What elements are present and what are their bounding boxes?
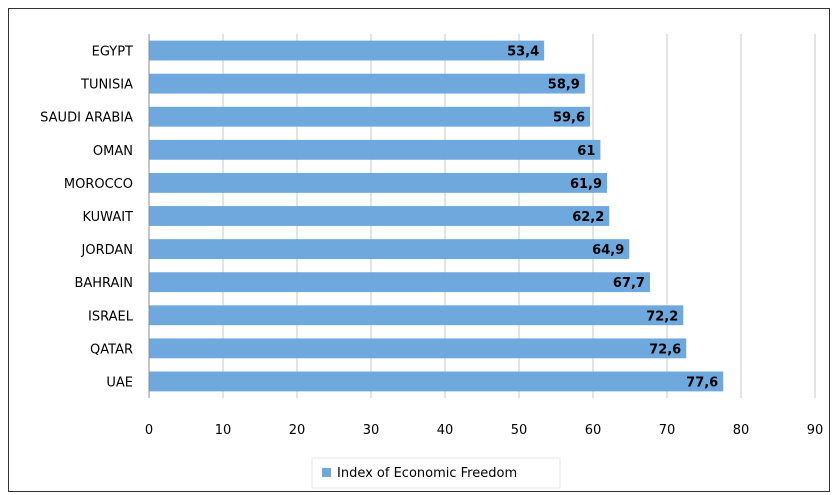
data-label: 67,7 [613, 276, 645, 291]
legend: Index of Economic Freedom [311, 457, 561, 489]
x-tick-label: 80 [733, 423, 750, 438]
data-label: 59,6 [553, 111, 585, 126]
data-label: 72,2 [646, 309, 678, 324]
data-label: 53,4 [507, 45, 539, 60]
data-label: 64,9 [592, 243, 624, 258]
data-label: 61,9 [570, 177, 602, 192]
category-label: JORDAN [81, 243, 134, 258]
bar-qatar [149, 338, 687, 359]
category-label: UAE [106, 375, 133, 390]
bar-kuwait [149, 206, 610, 226]
legend-swatch [322, 468, 331, 477]
legend-label: Index of Economic Freedom [337, 466, 517, 481]
x-tick-label: 10 [215, 423, 232, 438]
category-label: SAUDI ARABIA [40, 111, 133, 126]
data-label: 62,2 [572, 210, 604, 225]
x-tick-label: 70 [659, 423, 676, 438]
data-labels: 53,4 58,9 59,6 61 61,9 62,2 64,9 67,7 72,2 72,6 77… [507, 45, 718, 391]
data-label: 58,9 [548, 78, 580, 93]
category-label: BAHRAIN [74, 276, 133, 291]
bar-saudi-arabia [149, 106, 591, 127]
x-tick-label: 30 [363, 423, 380, 438]
bar-israel [149, 305, 684, 326]
data-label: 77,6 [686, 375, 718, 390]
category-label: TUNISIA [80, 78, 133, 93]
x-tick-labels: 0 10 20 30 40 50 60 70 80 90 [145, 423, 823, 438]
bars [149, 40, 724, 392]
bar-morocco [149, 172, 608, 193]
bar-tunisia [149, 73, 585, 94]
x-tick-label: 50 [511, 423, 528, 438]
x-tick-label: 90 [807, 423, 824, 438]
bar-egypt [149, 40, 545, 61]
data-label: 72,6 [649, 342, 681, 357]
category-label: KUWAIT [82, 210, 133, 225]
category-label: EGYPT [92, 45, 133, 60]
category-label: MOROCCO [64, 177, 133, 192]
data-label: 61 [577, 144, 595, 159]
category-label: QATAR [90, 342, 133, 357]
category-label: ISRAEL [88, 309, 134, 324]
bar-uae [149, 371, 724, 392]
x-tick-label: 40 [437, 423, 454, 438]
x-tick-label: 0 [145, 423, 153, 438]
legend-box [311, 457, 561, 489]
x-tick-label: 20 [289, 423, 306, 438]
category-label: OMAN [93, 144, 133, 159]
bar-bahrain [149, 272, 650, 293]
x-tick-label: 60 [585, 423, 602, 438]
category-labels: EGYPT TUNISIA SAUDI ARABIA OMAN MOROCCO KUWAI… [40, 45, 134, 391]
bar-jordan [149, 239, 630, 260]
bar-oman [149, 139, 601, 160]
